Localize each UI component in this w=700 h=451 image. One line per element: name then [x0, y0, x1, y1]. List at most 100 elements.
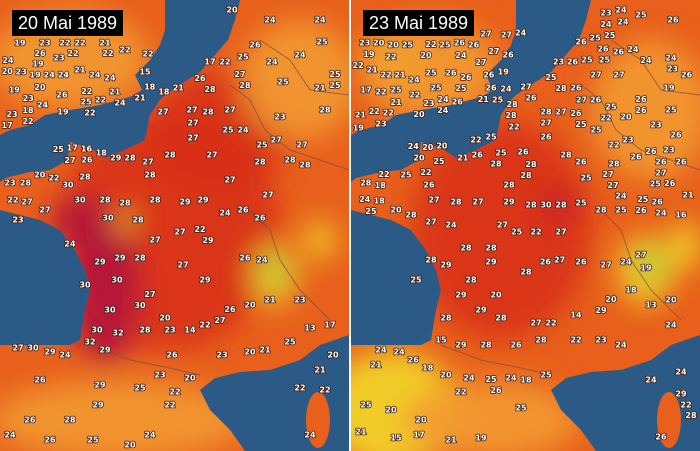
temperature-label: 27 — [607, 181, 618, 190]
temperature-label: 28 — [535, 336, 547, 345]
temperature-label: 24 — [37, 101, 49, 110]
temperature-zone — [70, 215, 140, 365]
temperature-label: 20 — [415, 416, 427, 425]
temperature-label: 26 — [423, 181, 435, 190]
temperature-label: 27 — [187, 134, 198, 143]
temperature-label: 24 — [59, 351, 71, 360]
temperature-label: 27 — [488, 47, 499, 56]
temperature-label: 28 — [204, 85, 216, 94]
temperature-label: 25 — [329, 81, 341, 90]
temperature-label: 29 — [455, 291, 467, 300]
temperature-label: 20 — [385, 406, 397, 415]
temperature-label: 29 — [440, 261, 452, 270]
temperature-label: 25 — [590, 34, 602, 43]
temperature-label: 27 — [39, 206, 50, 215]
temperature-label: 23 — [359, 39, 370, 48]
temperature-label: 25 — [284, 338, 296, 347]
temperature-label: 16 — [81, 145, 93, 154]
temperature-label: 22 — [59, 39, 70, 48]
temperature-label: 20 — [620, 113, 632, 122]
temperature-label: 21 — [314, 366, 326, 375]
temperature-label: 29 — [595, 306, 607, 315]
temperature-label: 13 — [645, 301, 656, 310]
temperature-label: 20 — [159, 314, 171, 323]
temperature-label: 28 — [425, 256, 437, 265]
temperature-label: 27 — [613, 71, 624, 80]
temperature-label: 26 — [635, 106, 647, 115]
temperature-label: 27 — [635, 251, 646, 260]
temperature-label: 18 — [158, 88, 170, 97]
temperature-label: 28 — [79, 173, 91, 182]
temperature-label: 27 — [501, 31, 512, 40]
temperature-label: 22 — [219, 58, 230, 67]
temperature-label: 28 — [164, 151, 176, 160]
temperature-label: 26 — [249, 41, 261, 50]
temperature-label: 25 — [316, 38, 328, 47]
temperature-label: 27 — [480, 30, 491, 39]
temperature-label: 25 — [402, 41, 414, 50]
temperature-label: 28 — [560, 151, 572, 160]
temperature-label: 20 — [34, 83, 46, 92]
temperature-label: 26 — [454, 39, 466, 48]
temperature-label: 30 — [79, 281, 91, 290]
temperature-label: 28 — [149, 196, 161, 205]
temperature-label: 29 — [197, 196, 209, 205]
temperature-label: 24 — [437, 106, 449, 115]
temperature-label: 29 — [44, 348, 56, 357]
temperature-zone — [240, 20, 349, 140]
temperature-label: 27 — [206, 151, 217, 160]
temperature-label: 28 — [119, 199, 131, 208]
temperature-label: 30 — [27, 344, 39, 353]
temperature-label: 22 — [194, 225, 205, 234]
temperature-label: 22 — [545, 319, 556, 328]
temperature-label: 17 — [360, 86, 371, 95]
temperature-label: 30 — [540, 201, 552, 210]
temperature-label: 19 — [363, 50, 375, 59]
temperature-label: 26 — [576, 38, 588, 47]
temperature-label: 25 — [665, 106, 677, 115]
temperature-label: 27 — [262, 191, 273, 200]
temperature-label: 24 — [256, 256, 268, 265]
temperature-label: 18 — [22, 106, 34, 115]
temperature-label: 29 — [110, 154, 122, 163]
temperature-label: 25 — [540, 371, 552, 380]
temperature-label: 14 — [570, 311, 582, 320]
temperature-label: 20 — [665, 296, 677, 305]
temperature-label: 25 — [635, 11, 647, 20]
temperature-label: 28 — [685, 411, 697, 420]
temperature-label: 24 — [500, 84, 512, 93]
temperature-label: 27 — [428, 196, 439, 205]
temperature-label: 30 — [134, 301, 146, 310]
temperature-label: 14 — [184, 326, 196, 335]
temperature-label: 19 — [663, 84, 675, 93]
temperature-label: 28 — [555, 201, 567, 210]
temperature-label: 26 — [408, 356, 420, 365]
temperature-label: 25 — [400, 171, 412, 180]
temperature-label: 20 — [420, 51, 432, 60]
temperature-label: 32 — [112, 329, 123, 338]
temperature-label: 21 — [173, 84, 185, 93]
temperature-label: 22 — [81, 87, 92, 96]
temperature-label: 27 — [144, 290, 155, 299]
temperature-label: 20 — [490, 291, 502, 300]
temperature-label: 24 — [104, 74, 116, 83]
temperature-label: 23 — [16, 68, 27, 77]
temperature-label: 28 — [254, 158, 266, 167]
temperature-label: 15 — [390, 434, 402, 443]
temperature-label: 25 — [430, 84, 442, 93]
temperature-zone — [549, 195, 573, 215]
temperature-label: 26 — [667, 16, 679, 25]
temperature-label: 21 — [355, 111, 367, 120]
temperature-label: 27 — [174, 228, 185, 237]
temperature-label: 26 — [675, 158, 687, 167]
temperature-label: 22 — [74, 39, 85, 48]
temperature-label: 26 — [239, 254, 251, 263]
temperature-label: 19 — [9, 86, 21, 95]
temperature-label: 26 — [635, 206, 647, 215]
temperature-label: 22 — [84, 108, 95, 117]
temperature-label: 21 — [390, 98, 402, 107]
temperature-label: 24 — [114, 99, 126, 108]
temperature-label: 22 — [470, 136, 481, 145]
temperature-label: 26 — [517, 148, 529, 157]
temperature-label: 27 — [554, 256, 565, 265]
